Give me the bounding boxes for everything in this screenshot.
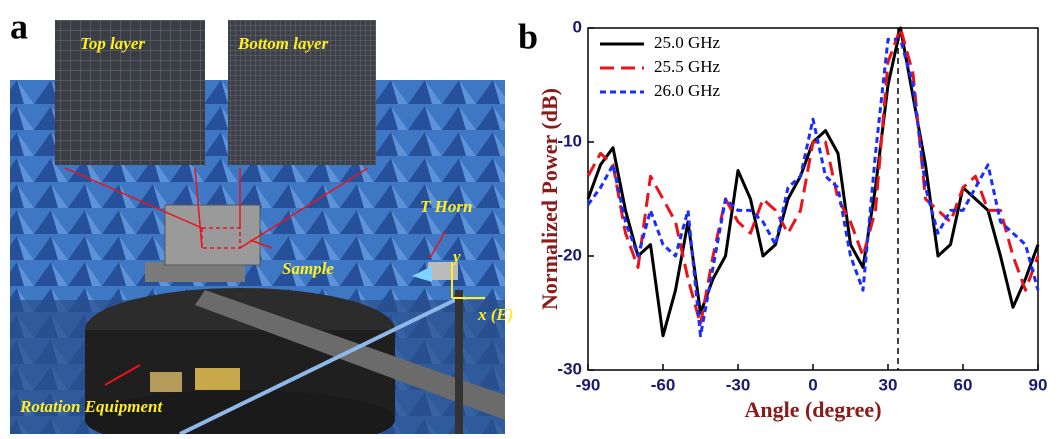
y-tick-label: -20 <box>557 245 582 264</box>
plot-frame <box>587 27 1039 371</box>
photo-label: Bottom layer <box>237 34 329 53</box>
y-tick-label: -10 <box>557 131 582 150</box>
x-tick-label: -90 <box>576 375 601 394</box>
photo-label: Rotation Equipment <box>19 397 163 416</box>
x-tick-label: -60 <box>651 375 676 394</box>
legend-label: 26.0 GHz <box>654 81 721 100</box>
y-tick-label: 0 <box>573 17 582 36</box>
series-line <box>586 37 1040 338</box>
y-axis-label: Normalized Power (dB) <box>537 88 562 310</box>
series-line <box>586 26 1040 326</box>
x-tick-label: 90 <box>1029 375 1048 394</box>
photo-label: T Horn <box>420 197 472 216</box>
legend-label: 25.0 GHz <box>654 33 721 52</box>
photo-label: y <box>451 247 461 266</box>
panel-label: b <box>518 16 538 56</box>
legend-label: 25.5 GHz <box>654 57 721 76</box>
photo-label: Sample <box>282 259 334 278</box>
chart: -90 -60 -30 0 30 60 90 -30 -20 -10 0 Angle (degree)… <box>537 17 1047 422</box>
panel-label: a <box>10 6 28 46</box>
photo <box>10 20 505 439</box>
x-tick-label: 0 <box>808 375 817 394</box>
photo-label: x (E) <box>477 305 513 324</box>
x-tick-label: -30 <box>726 375 751 394</box>
x-tick-label: 60 <box>954 375 973 394</box>
x-axis-label: Angle (degree) <box>744 397 881 422</box>
photo-label: Top layer <box>80 34 145 53</box>
y-tick-label: -30 <box>557 359 582 378</box>
x-tick-label: 30 <box>879 375 898 394</box>
